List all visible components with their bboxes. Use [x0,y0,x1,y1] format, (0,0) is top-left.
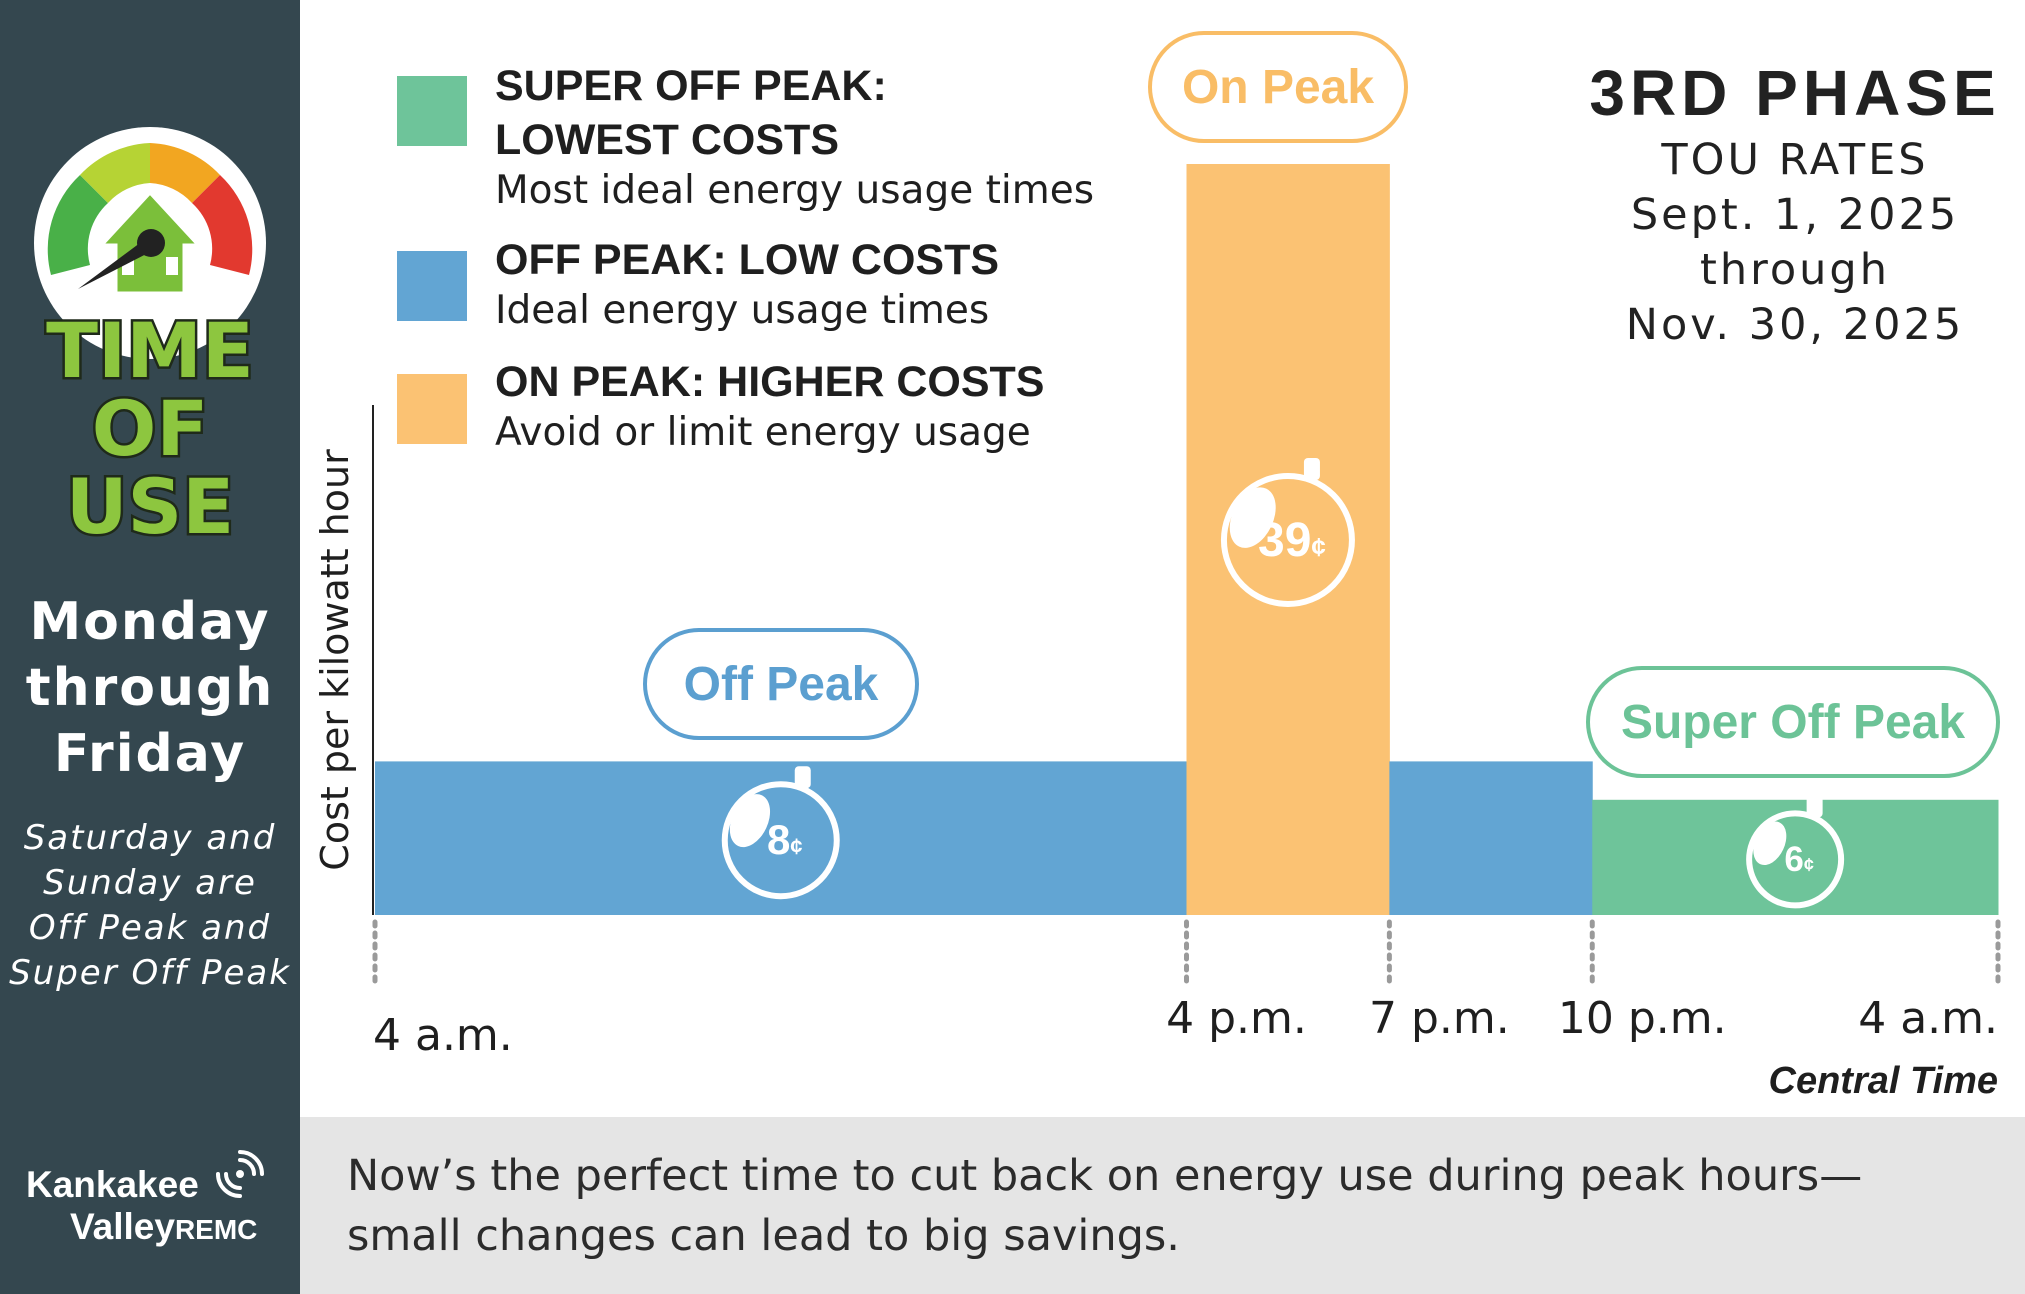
phase-line-1: TOU RATES [1661,135,1929,185]
weekday-label-3: Friday [53,724,247,784]
legend-title-super-off-peak-1: SUPER OFF PEAK: [495,62,887,110]
footer: Now’s the perfect time to cut back on en… [300,1117,2025,1294]
swirl-icon [216,1150,264,1198]
brand-name-line1: Kankakee [26,1164,199,1205]
y-axis-label: Cost per kilowatt hour [313,449,357,871]
period-pill-super-off-peak: Super Off Peak [1586,666,2000,778]
plug-icon [1806,795,1823,818]
cents-unit: ¢ [790,834,802,859]
legend-title-super-off-peak-2: LOWEST COSTS [495,116,839,164]
legend-desc-on-peak: Avoid or limit energy usage [495,410,1031,455]
sidebar: TIME OF USE Monday through Friday Saturd… [0,0,300,1294]
brand-suffix: REMC [174,1214,258,1245]
brand-logo: Kankakee ValleyREMC [0,1120,300,1294]
pill-outline [1148,31,1408,143]
weekday-label-1: Monday [29,592,271,652]
tick-label-1: 4 p.m. [1166,993,1307,1044]
tick-label-0: 4 a.m. [373,1010,513,1061]
value-ring [721,781,840,900]
legend-swatch-super-off-peak [397,76,467,146]
legend-title-off-peak: OFF PEAK: LOW COSTS [495,236,1000,284]
logo-wordmark: TIME OF USE [44,304,257,554]
legend-desc-super-off-peak: Most ideal energy usage times [495,168,1095,213]
phase-line-2: Sept. 1, 2025 [1630,190,1960,240]
time-of-use-logo: TIME OF USE [34,127,266,554]
weekday-label-2: through [25,658,275,718]
plug-icon [794,766,811,789]
svg-text:TIME: TIME [46,306,254,395]
pill-label-on-peak: On Peak [1182,61,1374,114]
brand-valley: Valley [70,1206,175,1247]
value-ring [1220,473,1355,607]
leaf-icon [729,794,771,848]
svg-text:OF: OF [92,384,209,473]
cents-unit: ¢ [1311,532,1325,562]
tick-label-3: 10 p.m. [1558,993,1727,1044]
pill-outline [1586,666,2000,778]
pill-outline [643,628,919,740]
legend-swatch-off-peak [397,251,467,321]
footer-line-2: small changes can lead to big savings. [347,1211,1180,1261]
brand-name-line2: ValleyREMC [70,1206,257,1248]
period-pill-off-peak: Off Peak [643,628,919,740]
x-axis-label: Central Time [1769,1060,1998,1102]
bar-on-peak-1 [1186,164,1390,915]
weekend-note-1: Saturday and [23,818,277,858]
legend-desc-off-peak: Ideal energy usage times [495,288,990,333]
weekend-note-3: Off Peak and [28,908,272,948]
leaf-icon [1753,821,1787,866]
footer-line-1: Now’s the perfect time to cut back on en… [347,1151,1863,1201]
bar-off-peak-2 [1389,761,1593,915]
legend-title-on-peak: ON PEAK: HIGHER COSTS [495,358,1045,406]
weekend-note-2: Sunday are [43,863,257,903]
tick-label-4: 4 a.m. [1858,993,1998,1044]
phase-line-4: Nov. 30, 2025 [1625,300,1965,350]
value-badge-super-off-peak: 6¢ [1746,795,1845,909]
cents-unit: ¢ [1804,855,1814,875]
pill-label-off-peak: Off Peak [684,658,879,711]
tick-label-2: 7 p.m. [1369,993,1510,1044]
weekend-note-4: Super Off Peak [9,953,291,993]
pill-label-super-off-peak: Super Off Peak [1621,696,1965,749]
phase-line-3: through [1700,245,1890,295]
plug-icon [1303,458,1320,480]
phase-title: 3RD PHASE [1589,57,2001,129]
bar-super-off-peak-3 [1592,799,1999,915]
svg-text:USE: USE [66,462,234,551]
legend-swatch-on-peak [397,374,467,444]
period-pill-on-peak: On Peak [1148,31,1408,143]
leaf-icon [1229,487,1276,548]
value-ring [1746,810,1845,909]
x-ticks: 4 a.m. 4 p.m. 7 p.m. 10 p.m. 4 a.m. [372,919,2001,1061]
